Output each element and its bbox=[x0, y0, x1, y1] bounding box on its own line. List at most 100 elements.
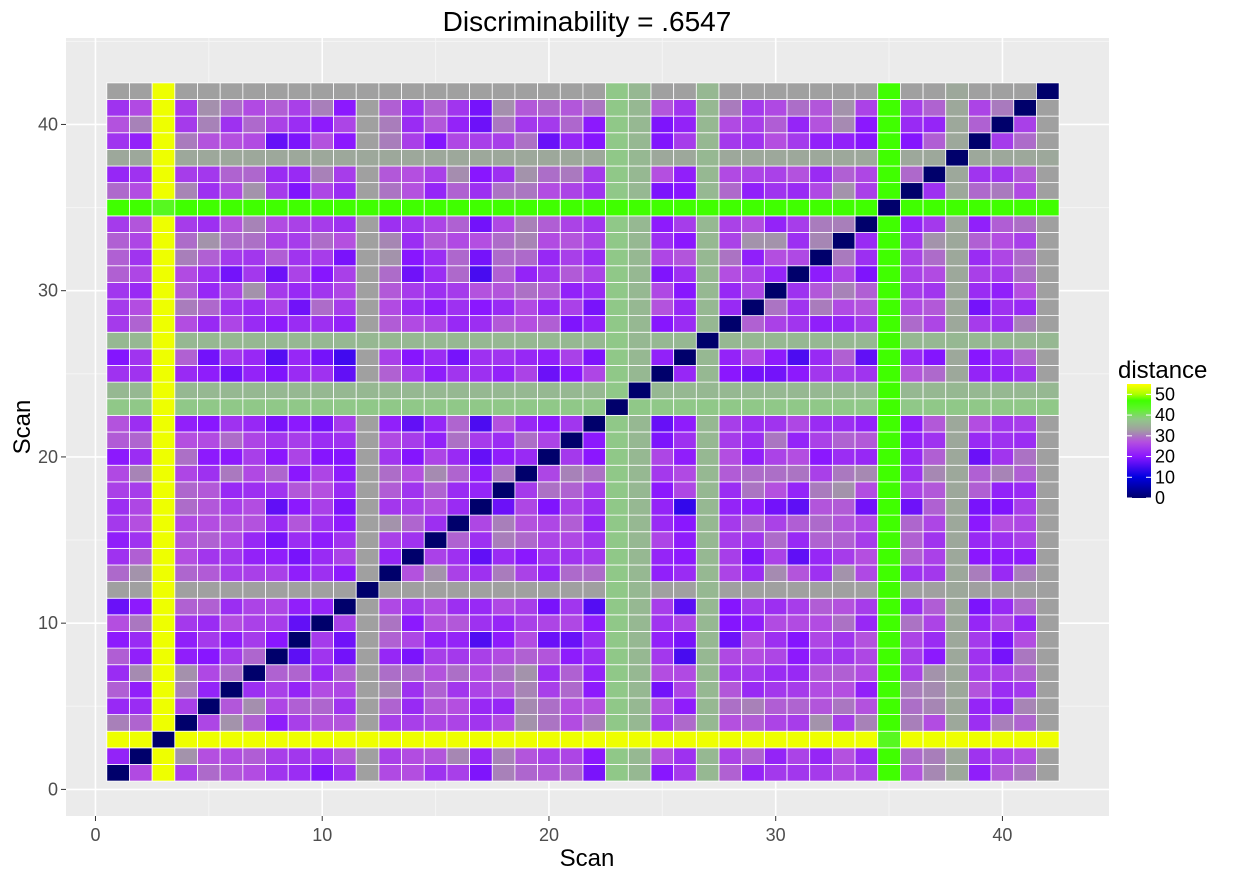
heatmap-cell bbox=[242, 248, 266, 267]
heatmap-cell bbox=[786, 697, 811, 715]
heatmap-cell bbox=[537, 232, 561, 250]
heatmap-cell bbox=[990, 414, 1015, 433]
heatmap-cell bbox=[673, 647, 697, 666]
heatmap-cell bbox=[877, 232, 901, 250]
heatmap-cell bbox=[197, 414, 221, 433]
heatmap-cell bbox=[559, 664, 584, 682]
heatmap-cell bbox=[242, 680, 266, 699]
heatmap-cell bbox=[559, 431, 584, 450]
heatmap-cell bbox=[582, 115, 607, 134]
heatmap-cell bbox=[310, 431, 334, 450]
heatmap-cell bbox=[197, 547, 221, 566]
heatmap-cell bbox=[605, 564, 629, 583]
heatmap-cell bbox=[151, 714, 176, 732]
heatmap-cell bbox=[922, 664, 947, 682]
heatmap-cell bbox=[401, 498, 425, 516]
heatmap-cell bbox=[151, 348, 176, 366]
heatmap-cell bbox=[650, 99, 675, 117]
heatmap-cell bbox=[673, 414, 697, 433]
heatmap-cell bbox=[446, 82, 470, 100]
heatmap-cell bbox=[650, 281, 675, 300]
heatmap-cell bbox=[786, 165, 811, 184]
heatmap-cell bbox=[197, 680, 221, 699]
heatmap-cell bbox=[831, 331, 856, 350]
heatmap-cell bbox=[355, 481, 380, 499]
heatmap-cell bbox=[1013, 714, 1037, 732]
heatmap-cell bbox=[514, 448, 539, 466]
heatmap-cell bbox=[1036, 381, 1060, 400]
heatmap-cell bbox=[197, 431, 221, 450]
heatmap-cell bbox=[491, 564, 516, 583]
heatmap-cell bbox=[990, 680, 1015, 699]
heatmap-cell bbox=[1013, 697, 1037, 715]
heatmap-cell bbox=[990, 431, 1015, 450]
heatmap-cell bbox=[491, 281, 516, 300]
heatmap-cell bbox=[446, 481, 470, 499]
heatmap-cell bbox=[333, 182, 357, 200]
heatmap-cell bbox=[265, 680, 289, 699]
heatmap-cell bbox=[673, 165, 697, 184]
heatmap-cell bbox=[854, 714, 879, 732]
heatmap-cell bbox=[151, 82, 176, 100]
heatmap-cell bbox=[650, 198, 675, 217]
heatmap-cell bbox=[423, 331, 448, 350]
heatmap-cell bbox=[786, 764, 811, 782]
heatmap-cell bbox=[129, 614, 153, 632]
heatmap-cell bbox=[174, 464, 198, 483]
heatmap-cell bbox=[537, 315, 561, 333]
heatmap-cell bbox=[1013, 547, 1037, 566]
heatmap-cell bbox=[469, 514, 493, 533]
heatmap-cell bbox=[990, 232, 1015, 250]
heatmap-cell bbox=[265, 581, 289, 599]
heatmap-cell bbox=[900, 414, 924, 433]
heatmap-cell bbox=[809, 82, 833, 100]
heatmap-cell bbox=[673, 398, 697, 416]
heatmap-cell bbox=[990, 597, 1015, 616]
heatmap-cell bbox=[491, 514, 516, 533]
heatmap-cell bbox=[242, 148, 266, 167]
heatmap-cell bbox=[831, 381, 856, 400]
heatmap-cell bbox=[446, 148, 470, 167]
heatmap-cell bbox=[355, 398, 380, 416]
heatmap-cell bbox=[718, 448, 743, 466]
heatmap-cell bbox=[242, 514, 266, 533]
heatmap-cell bbox=[968, 315, 992, 333]
heatmap-cell bbox=[831, 680, 856, 699]
heatmap-cell bbox=[877, 198, 901, 217]
heatmap-cell bbox=[174, 481, 198, 499]
heatmap-cell bbox=[763, 747, 788, 765]
heatmap-cell bbox=[242, 747, 266, 765]
heatmap-cell bbox=[1036, 747, 1060, 765]
heatmap-cell bbox=[741, 547, 765, 566]
y-tick-label: 20 bbox=[38, 447, 58, 467]
heatmap-cell bbox=[174, 448, 198, 466]
heatmap-cell bbox=[537, 614, 561, 632]
heatmap-cell bbox=[741, 115, 765, 134]
heatmap-cell bbox=[650, 464, 675, 483]
heatmap-cell bbox=[877, 464, 901, 483]
heatmap-cell bbox=[900, 315, 924, 333]
heatmap-cell bbox=[877, 165, 901, 184]
heatmap-cell bbox=[877, 348, 901, 366]
heatmap-cell bbox=[877, 697, 901, 715]
heatmap-cell bbox=[287, 248, 312, 267]
heatmap-cell bbox=[491, 747, 516, 765]
heatmap-cell bbox=[741, 348, 765, 366]
heatmap-cell bbox=[151, 115, 176, 134]
heatmap-cell bbox=[219, 232, 244, 250]
heatmap-cell bbox=[809, 581, 833, 599]
heatmap-cell bbox=[219, 215, 244, 233]
heatmap-cell bbox=[650, 115, 675, 134]
heatmap-cell bbox=[1013, 198, 1037, 217]
heatmap-cell bbox=[219, 448, 244, 466]
heatmap-cell bbox=[968, 531, 992, 549]
heatmap-cell bbox=[763, 298, 788, 317]
heatmap-cell bbox=[129, 764, 153, 782]
heatmap-cell bbox=[287, 132, 312, 150]
heatmap-cell bbox=[537, 581, 561, 599]
heatmap-cell bbox=[174, 564, 198, 583]
heatmap-cell bbox=[537, 148, 561, 167]
heatmap-cell bbox=[877, 132, 901, 150]
heatmap-cell bbox=[763, 498, 788, 516]
heatmap-cell bbox=[333, 232, 357, 250]
